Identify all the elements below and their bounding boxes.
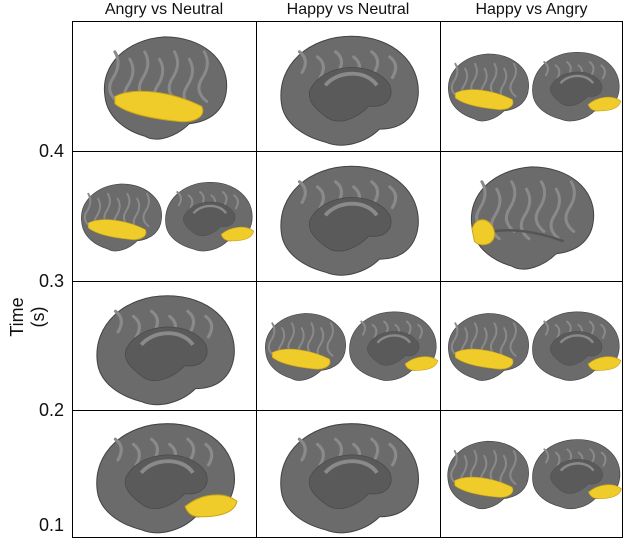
brain-rendering <box>265 311 439 381</box>
brain-rendering <box>96 295 235 406</box>
panel-r1-c2 <box>257 22 441 152</box>
activation-cluster <box>587 96 622 112</box>
panel-r1-c1 <box>73 22 257 152</box>
panel-r3-c1 <box>73 282 257 411</box>
y-tick-0-3: 0.3 <box>38 271 64 291</box>
brain-lateral-view <box>103 36 228 140</box>
brain-rendering <box>280 423 419 534</box>
activation-cluster <box>114 90 204 123</box>
brain-left-hemisphere <box>448 53 529 122</box>
panel-r2-c3 <box>441 152 622 282</box>
panel-r3-c2 <box>257 282 441 411</box>
activation-cluster <box>220 226 255 242</box>
brain-medial-view <box>96 295 235 406</box>
brain-left-hemisphere <box>81 183 162 252</box>
panel-r4-c3 <box>441 411 622 537</box>
activation-cluster <box>587 356 622 371</box>
brain-medial-view <box>280 35 419 146</box>
panel-r4-c2 <box>257 411 441 537</box>
brain-rendering <box>280 35 419 146</box>
panel-r3-c3 <box>441 282 622 411</box>
panel-r2-c1 <box>73 152 257 282</box>
column-header-angry-vs-neutral: Angry vs Neutral <box>104 1 224 18</box>
activation-cluster <box>454 89 514 110</box>
brain-rendering <box>280 165 419 276</box>
activation-cluster <box>454 476 514 498</box>
brain-rendering <box>448 311 622 381</box>
y-tick-0-4: 0.4 <box>38 141 64 161</box>
brain-rendering <box>470 166 595 270</box>
brain-medial-view <box>280 423 419 534</box>
brain-medial-view <box>280 165 419 276</box>
brain-panel-grid <box>72 21 623 538</box>
brain-rendering <box>103 36 228 140</box>
brain-right-hemisphere <box>532 439 622 510</box>
brain-rendering <box>96 423 238 534</box>
y-tick-0-1: 0.1 <box>38 515 64 535</box>
brain-rendering <box>447 439 622 510</box>
activation-cluster <box>454 348 514 370</box>
brain-left-hemisphere <box>448 313 529 381</box>
brain-right-hemisphere <box>532 51 622 122</box>
activation-cluster <box>184 494 238 518</box>
y-axis-label: Time (s) <box>7 297 48 337</box>
activation-cluster <box>471 219 495 246</box>
activation-cluster <box>271 348 331 370</box>
activation-cluster <box>588 484 622 499</box>
activation-cluster <box>87 219 147 240</box>
brain-right-hemisphere <box>165 181 255 252</box>
brain-medial-view <box>96 423 238 534</box>
brain-right-hemisphere <box>532 311 622 381</box>
brain-right-hemisphere <box>349 311 439 381</box>
brain-rendering <box>448 51 622 122</box>
y-tick-0-2: 0.2 <box>38 400 64 420</box>
panel-r1-c3 <box>441 22 622 152</box>
brain-left-hemisphere <box>447 440 529 510</box>
brain-rendering <box>81 181 255 252</box>
panel-r4-c1 <box>73 411 257 537</box>
brain-left-hemisphere <box>265 313 346 381</box>
column-header-happy-vs-neutral: Happy vs Neutral <box>286 1 410 18</box>
brain-lateral-view <box>470 166 595 270</box>
column-header-happy-vs-angry: Happy vs Angry <box>475 1 588 18</box>
panel-r2-c2 <box>257 152 441 282</box>
activation-cluster <box>404 356 439 371</box>
